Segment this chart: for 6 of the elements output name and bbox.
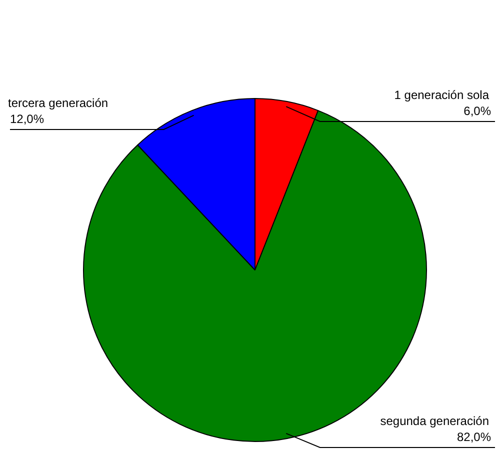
slice-label: tercera generación (8, 96, 108, 110)
slice-label: segunda generación (380, 414, 489, 428)
data-label: 6,0% (464, 104, 492, 118)
data-label: 82,0% (456, 430, 492, 444)
slice-label: 1 generación sola (394, 88, 490, 102)
data-label: 12,0% (10, 112, 44, 126)
